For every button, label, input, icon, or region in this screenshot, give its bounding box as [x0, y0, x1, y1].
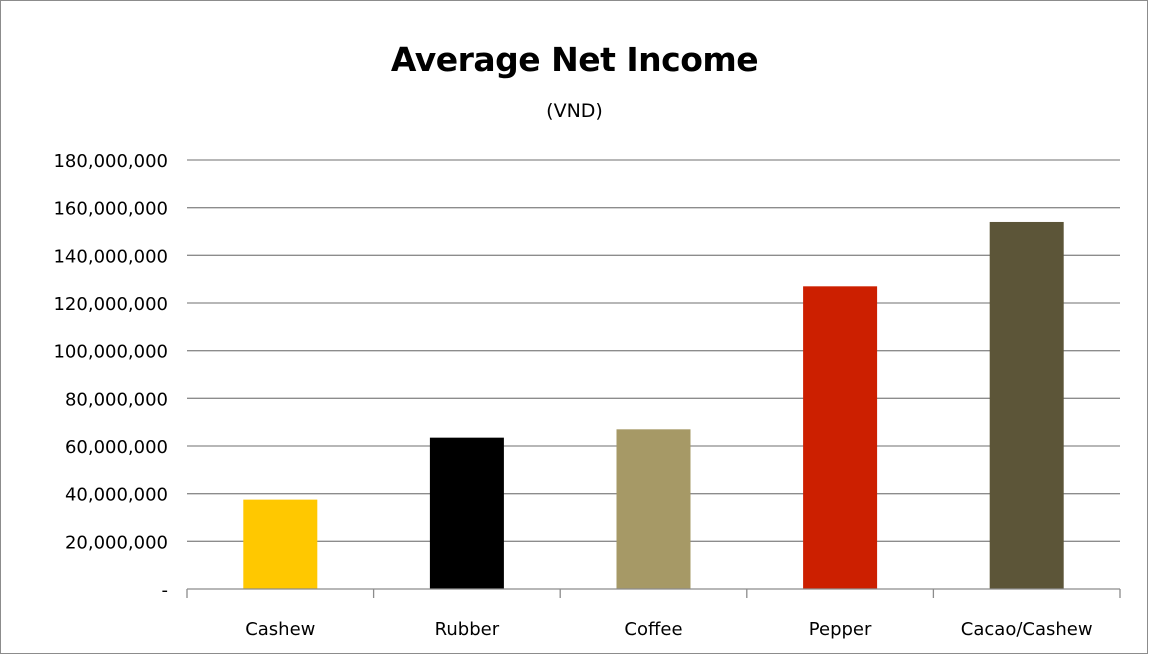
y-tick-label: -	[162, 580, 169, 601]
y-tick-label: 160,000,000	[53, 199, 168, 220]
y-tick-label: 100,000,000	[53, 342, 168, 363]
y-axis-tick-labels: - 20,000,000 40,000,000 60,000,000 80,000,00…	[53, 151, 168, 601]
bar-cashew	[243, 499, 318, 589]
bar-rubber	[429, 437, 504, 589]
chart-subtitle: (VND)	[546, 100, 603, 122]
x-tick-label: Pepper	[809, 619, 872, 640]
x-axis-tick-labels: Cashew Rubber Coffee Pepper Cacao/Cashew	[245, 619, 1092, 640]
x-tick-label: Cacao/Cashew	[961, 619, 1093, 640]
bar-coffee	[616, 429, 691, 589]
y-tick-label: 20,000,000	[65, 532, 168, 553]
chart-title: Average Net Income	[390, 40, 759, 79]
x-axis	[186, 588, 1121, 598]
gridlines	[187, 159, 1120, 542]
bar-cacao-cashew	[989, 221, 1064, 589]
y-tick-label: 60,000,000	[65, 437, 168, 458]
y-tick-label: 40,000,000	[65, 485, 168, 506]
y-tick-label: 180,000,000	[53, 151, 168, 172]
x-tick-label: Coffee	[624, 619, 682, 640]
bars	[243, 221, 1064, 589]
bar-pepper	[803, 286, 878, 589]
y-tick-label: 80,000,000	[65, 389, 168, 410]
x-tick-label: Rubber	[435, 619, 500, 640]
y-tick-label: 140,000,000	[53, 246, 168, 267]
x-tick-label: Cashew	[245, 619, 315, 640]
y-tick-label: 120,000,000	[53, 294, 168, 315]
